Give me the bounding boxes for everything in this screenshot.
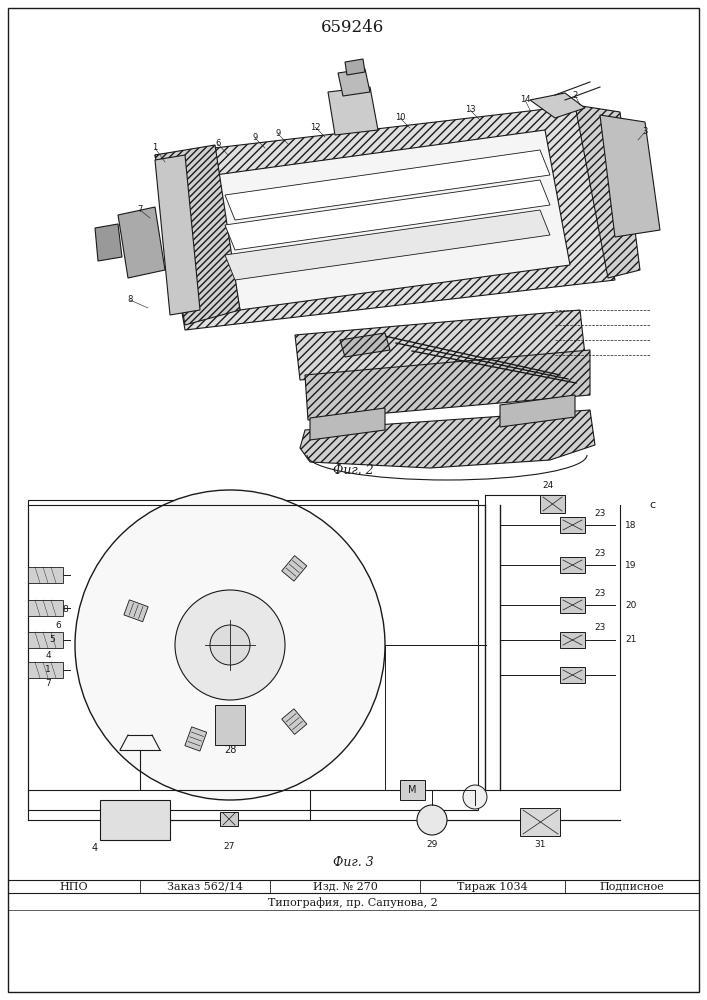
- Polygon shape: [530, 93, 585, 118]
- Text: 7: 7: [45, 680, 51, 688]
- Text: 9: 9: [275, 129, 281, 138]
- Text: Фиг. 2: Фиг. 2: [332, 464, 373, 477]
- Bar: [215, 705, 245, 745]
- Polygon shape: [300, 410, 595, 468]
- Text: Фиг. 3: Фиг. 3: [332, 856, 373, 868]
- Polygon shape: [185, 727, 206, 751]
- Text: 14: 14: [520, 96, 530, 104]
- Circle shape: [75, 490, 385, 800]
- Text: 3: 3: [643, 127, 648, 136]
- Polygon shape: [328, 87, 378, 135]
- Text: 8: 8: [62, 605, 68, 614]
- Circle shape: [210, 625, 250, 665]
- Polygon shape: [295, 310, 585, 380]
- Polygon shape: [575, 105, 640, 278]
- Bar: [28, 567, 63, 583]
- Text: 659246: 659246: [322, 19, 385, 36]
- Text: 19: 19: [625, 560, 636, 570]
- Polygon shape: [155, 145, 240, 325]
- Polygon shape: [155, 155, 200, 315]
- Bar: [520, 808, 560, 836]
- Polygon shape: [155, 105, 615, 330]
- Text: 9: 9: [252, 133, 257, 142]
- Bar: [540, 495, 565, 513]
- Text: 31: 31: [534, 840, 546, 849]
- Bar: [28, 600, 63, 616]
- Text: М: М: [408, 785, 416, 795]
- Bar: [28, 662, 63, 678]
- Text: 7: 7: [137, 206, 143, 215]
- Circle shape: [175, 590, 285, 700]
- Text: 23: 23: [595, 588, 606, 597]
- Polygon shape: [225, 210, 550, 280]
- Text: 8: 8: [127, 296, 133, 304]
- Text: Заказ 562/14: Заказ 562/14: [167, 882, 243, 892]
- Text: 20: 20: [625, 600, 636, 609]
- Polygon shape: [310, 408, 385, 440]
- Text: 23: 23: [595, 548, 606, 558]
- Text: 23: 23: [595, 508, 606, 518]
- Bar: [100, 800, 170, 840]
- Text: Подписное: Подписное: [600, 882, 665, 892]
- Circle shape: [417, 805, 447, 835]
- Text: Типография, пр. Сапунова, 2: Типография, пр. Сапунова, 2: [268, 897, 438, 908]
- Text: 5: 5: [49, 636, 55, 645]
- Polygon shape: [225, 180, 550, 250]
- Polygon shape: [340, 333, 390, 357]
- Text: 18: 18: [625, 520, 636, 530]
- Polygon shape: [338, 69, 370, 96]
- Bar: [560, 557, 585, 573]
- Polygon shape: [215, 130, 570, 310]
- Text: 2: 2: [573, 91, 578, 100]
- Polygon shape: [500, 395, 575, 427]
- Text: 4: 4: [45, 650, 51, 660]
- Polygon shape: [281, 709, 307, 734]
- Text: Тираж 1034: Тираж 1034: [457, 882, 527, 892]
- Text: 10: 10: [395, 113, 405, 122]
- Text: 23: 23: [595, 624, 606, 633]
- Polygon shape: [281, 556, 307, 581]
- Bar: [560, 667, 585, 683]
- Text: 13: 13: [464, 105, 475, 114]
- Text: 21: 21: [625, 636, 636, 645]
- Polygon shape: [95, 224, 122, 261]
- Text: 1: 1: [45, 666, 51, 674]
- Polygon shape: [600, 115, 660, 237]
- Bar: [28, 500, 478, 810]
- Text: 1: 1: [153, 143, 158, 152]
- Text: 24: 24: [542, 481, 554, 490]
- Text: 27: 27: [223, 842, 235, 851]
- Text: НПО: НПО: [59, 882, 88, 892]
- Text: 6: 6: [55, 620, 61, 630]
- Polygon shape: [124, 600, 148, 622]
- Polygon shape: [305, 350, 590, 420]
- Text: 6: 6: [216, 139, 221, 148]
- Bar: [560, 517, 585, 533]
- Text: 4: 4: [92, 843, 98, 853]
- Bar: [560, 632, 585, 648]
- Bar: [400, 780, 425, 800]
- Polygon shape: [225, 150, 550, 220]
- Text: c: c: [649, 500, 655, 510]
- Text: 29: 29: [426, 840, 438, 849]
- Text: Изд. № 270: Изд. № 270: [312, 882, 378, 892]
- Bar: [560, 597, 585, 613]
- Text: 28: 28: [224, 745, 236, 755]
- Bar: [220, 812, 238, 826]
- Bar: [28, 632, 63, 648]
- Polygon shape: [345, 59, 365, 75]
- Polygon shape: [118, 207, 165, 278]
- Circle shape: [463, 785, 487, 809]
- Text: 12: 12: [310, 122, 320, 131]
